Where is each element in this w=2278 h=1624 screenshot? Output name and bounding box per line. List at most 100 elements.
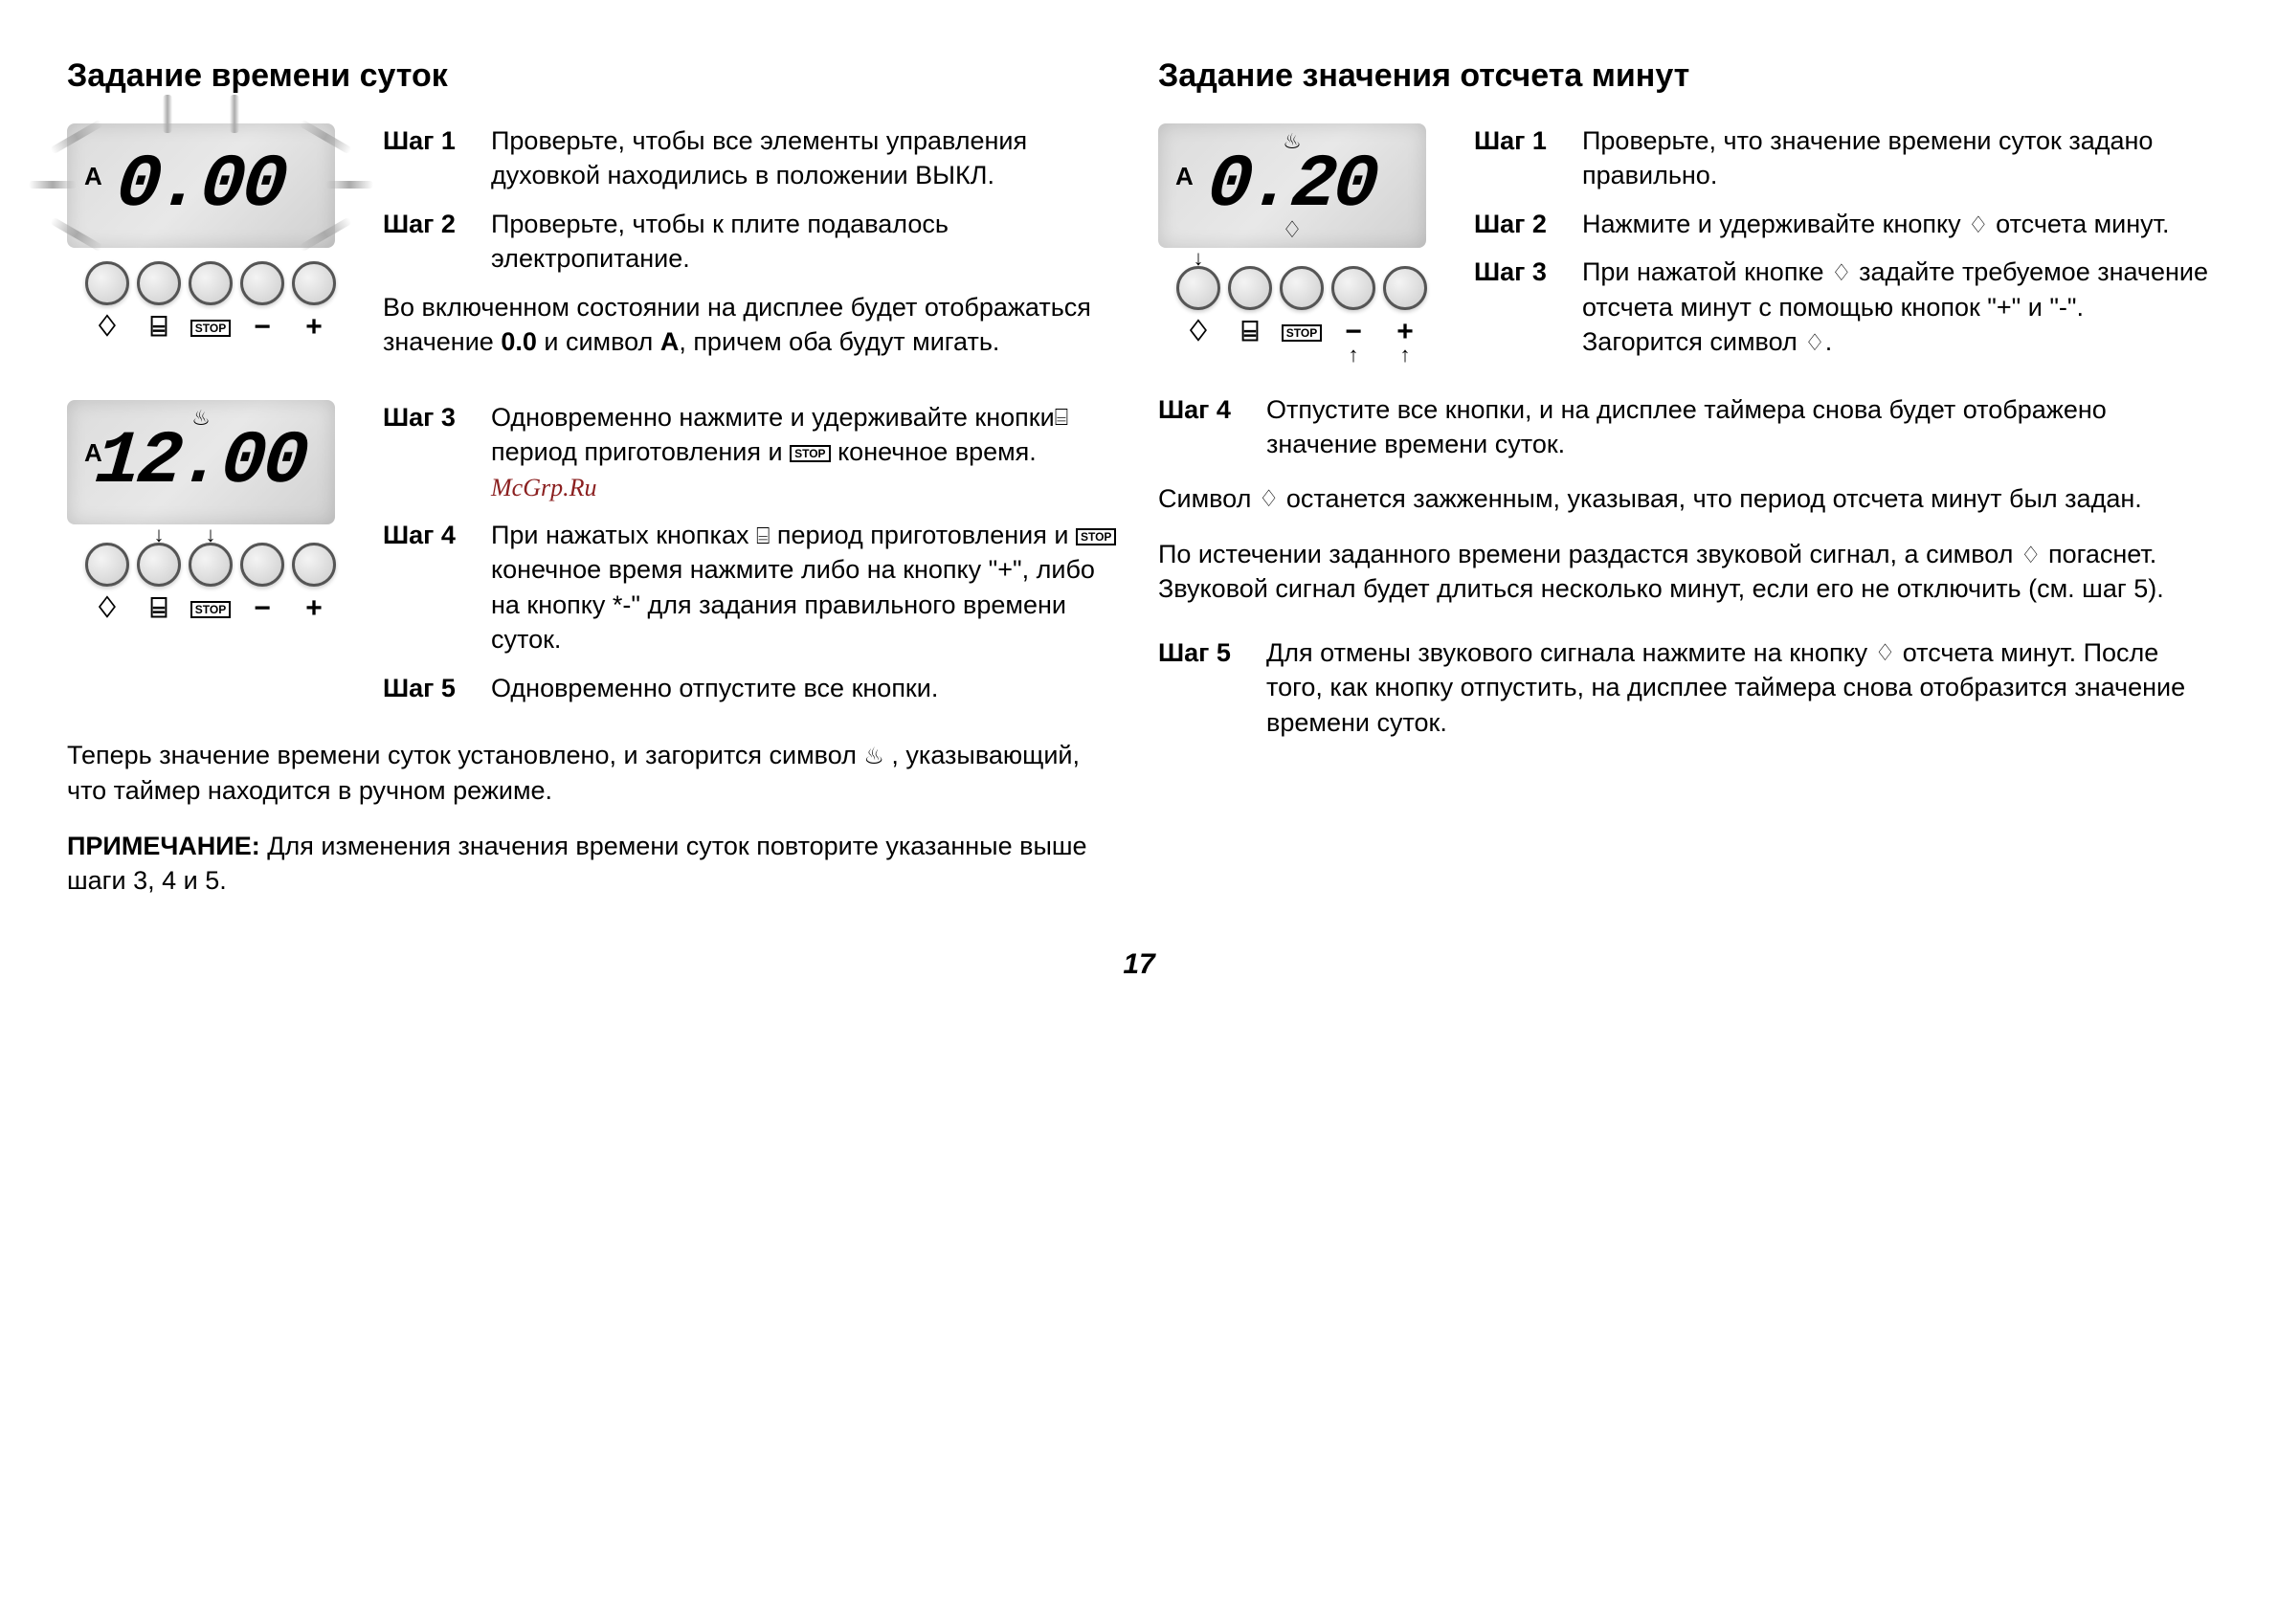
left-heading: Задание времени суток [67, 57, 1120, 95]
btn-plus-2[interactable] [292, 543, 336, 587]
display-block-1: A 0.00 ♢ ⌸ STOP − + [67, 123, 354, 342]
r-step4: Шаг 4 Отпустите все кнопки, и на дисплее… [1158, 392, 2211, 462]
r-step4-text: Отпустите все кнопки, и на дисплее тайме… [1266, 392, 2211, 462]
bell-inline-icon: ♢ [1968, 211, 1989, 241]
rp2a: По истечении заданного времени раздастся… [1158, 540, 2021, 568]
s3c: конечное время. [831, 437, 1037, 466]
bell-inline-icon-6: ♢ [1875, 638, 1896, 669]
lcd-a-r: A [1175, 162, 1194, 191]
page-content: Задание времени суток A 0.00 [67, 57, 2211, 920]
rs2a: Нажмите и удерживайте кнопку [1582, 210, 1968, 238]
left-para-1: Во включенном состоянии на дисплее будет… [383, 290, 1120, 360]
icon-row-2: ♢ ⌸ STOP − + [67, 594, 354, 623]
bell-icon: ♢ [85, 313, 129, 342]
btn-bell-r[interactable] [1176, 266, 1220, 310]
step1-label: Шаг 1 [383, 123, 474, 193]
step4-label: Шаг 4 [383, 518, 474, 657]
s4a: При нажатых кнопках [491, 521, 756, 549]
left-column: Задание времени суток A 0.00 [67, 57, 1120, 920]
rp1b: останется зажженным, указывая, что перио… [1279, 484, 2141, 513]
step3-label: Шаг 3 [383, 400, 474, 504]
s3a: Одновременно нажмите и удерживайте кнопк… [491, 403, 1055, 432]
btn-bell[interactable] [85, 261, 129, 305]
page-number: 17 [67, 948, 2211, 981]
right-para-2: По истечении заданного времени раздастся… [1158, 537, 2211, 607]
btn-pot[interactable] [137, 261, 181, 305]
step4-text: При нажатых кнопках ⌸ период приготовлен… [491, 518, 1120, 657]
r-step1-text: Проверьте, что значение времени суток за… [1582, 123, 2211, 193]
s4c: конечное время нажмите либо на кнопку "+… [491, 555, 1095, 654]
r-step2-label: Шаг 2 [1474, 207, 1565, 241]
btn-stop[interactable] [189, 261, 233, 305]
right-column: Задание значения отсчета минут ♨ A 0.20 … [1158, 57, 2211, 920]
p1d: A [660, 327, 680, 356]
rs3c: Загорится символ [1582, 327, 1804, 356]
bell-inline-icon-5: ♢ [2021, 541, 2042, 571]
lcd-display-2: ♨ A 12.00 [67, 400, 335, 524]
bell-icon-2: ♢ [85, 594, 129, 623]
rp1a: Символ [1158, 484, 1259, 513]
btn-minus-r[interactable] [1331, 266, 1375, 310]
left-note: ПРИМЕЧАНИЕ: Для изменения значения време… [67, 829, 1120, 899]
btn-pot-2[interactable] [137, 543, 181, 587]
button-row-1 [67, 261, 354, 305]
right-para-1: Символ ♢ останется зажженным, указывая, … [1158, 481, 2211, 516]
btn-plus-r[interactable] [1383, 266, 1427, 310]
btn-pot-r[interactable] [1228, 266, 1272, 310]
p1b: 0.0 [501, 327, 537, 356]
rs2b: отсчета минут. [1989, 210, 2170, 238]
bell-inline-icon-2: ♢ [1831, 258, 1852, 289]
p2a: Теперь значение времени суток установлен… [67, 741, 863, 769]
minus-icon-2: − [240, 594, 284, 623]
btn-bell-2[interactable] [85, 543, 129, 587]
step3-text: Одновременно нажмите и удерживайте кнопк… [491, 400, 1120, 504]
bell-inline-icon-3: ♢ [1804, 328, 1825, 359]
right-heading: Задание значения отсчета минут [1158, 57, 2211, 95]
right-steps-1: Шаг 1 Проверьте, что значение времени су… [1474, 123, 2211, 373]
stop-inline-icon: STOP [790, 445, 830, 462]
p1e: , причем оба будут мигать. [679, 327, 999, 356]
r-step5-label: Шаг 5 [1158, 635, 1249, 740]
stop-inline-icon-2: STOP [1076, 528, 1116, 545]
pot-icon-r: ⌸ [1228, 318, 1272, 346]
lcd-digits-2: 12.00 [93, 420, 310, 504]
lcd-display-1: A 0.00 [67, 123, 335, 248]
left-para-2: Теперь значение времени суток установлен… [67, 738, 1120, 808]
s3b: период приготовления и [491, 437, 790, 466]
note-label: ПРИМЕЧАНИЕ: [67, 832, 260, 860]
pot-inline-icon-2: ⌸ [756, 522, 770, 552]
plus-icon-2: + [292, 594, 336, 623]
minus-icon: − [240, 313, 284, 342]
r-step3-label: Шаг 3 [1474, 255, 1565, 359]
btn-minus-2[interactable] [240, 543, 284, 587]
steps-block-1: Шаг 1 Проверьте, чтобы все элементы упра… [383, 123, 1120, 381]
r-step2-text: Нажмите и удерживайте кнопку ♢ отсчета м… [1582, 207, 2211, 241]
btn-stop-r[interactable] [1280, 266, 1324, 310]
r-step1-label: Шаг 1 [1474, 123, 1565, 193]
s4b: период приготовления и [770, 521, 1076, 549]
display-block-2: ♨ A 12.00 ↓ ↓ [67, 400, 354, 623]
arrow-indicators-r2: ↑ ↑ [1158, 348, 1445, 361]
step5-text: Одновременно отпустите все кнопки. [491, 671, 1120, 705]
p1c: и символ [537, 327, 660, 356]
arrow-indicators-r: ↓ [1158, 252, 1445, 264]
icon-row-1: ♢ ⌸ STOP − + [67, 313, 354, 342]
steam-icon: ♨ [863, 742, 884, 772]
button-row-2 [67, 543, 354, 587]
plus-icon: + [292, 313, 336, 342]
r-step4-label: Шаг 4 [1158, 392, 1249, 462]
stop-icon-2: STOP [189, 594, 233, 623]
btn-plus[interactable] [292, 261, 336, 305]
lcd-a-1: A [84, 162, 102, 191]
button-row-r [1158, 266, 1445, 310]
right-block-1: ♨ A 0.20 ♢ ↓ [1158, 123, 2211, 373]
btn-minus[interactable] [240, 261, 284, 305]
stop-icon: STOP [189, 313, 233, 342]
step1-text: Проверьте, чтобы все элементы управления… [491, 123, 1120, 193]
rp2b: погаснет. [2041, 540, 2156, 568]
stop-icon-r: STOP [1280, 318, 1324, 346]
btn-stop-2[interactable] [189, 543, 233, 587]
steps-block-2: Шаг 3 Одновременно нажмите и удерживайте… [383, 400, 1120, 720]
pot-icon-2: ⌸ [137, 594, 181, 623]
rs3a: При нажатой кнопке [1582, 257, 1831, 286]
